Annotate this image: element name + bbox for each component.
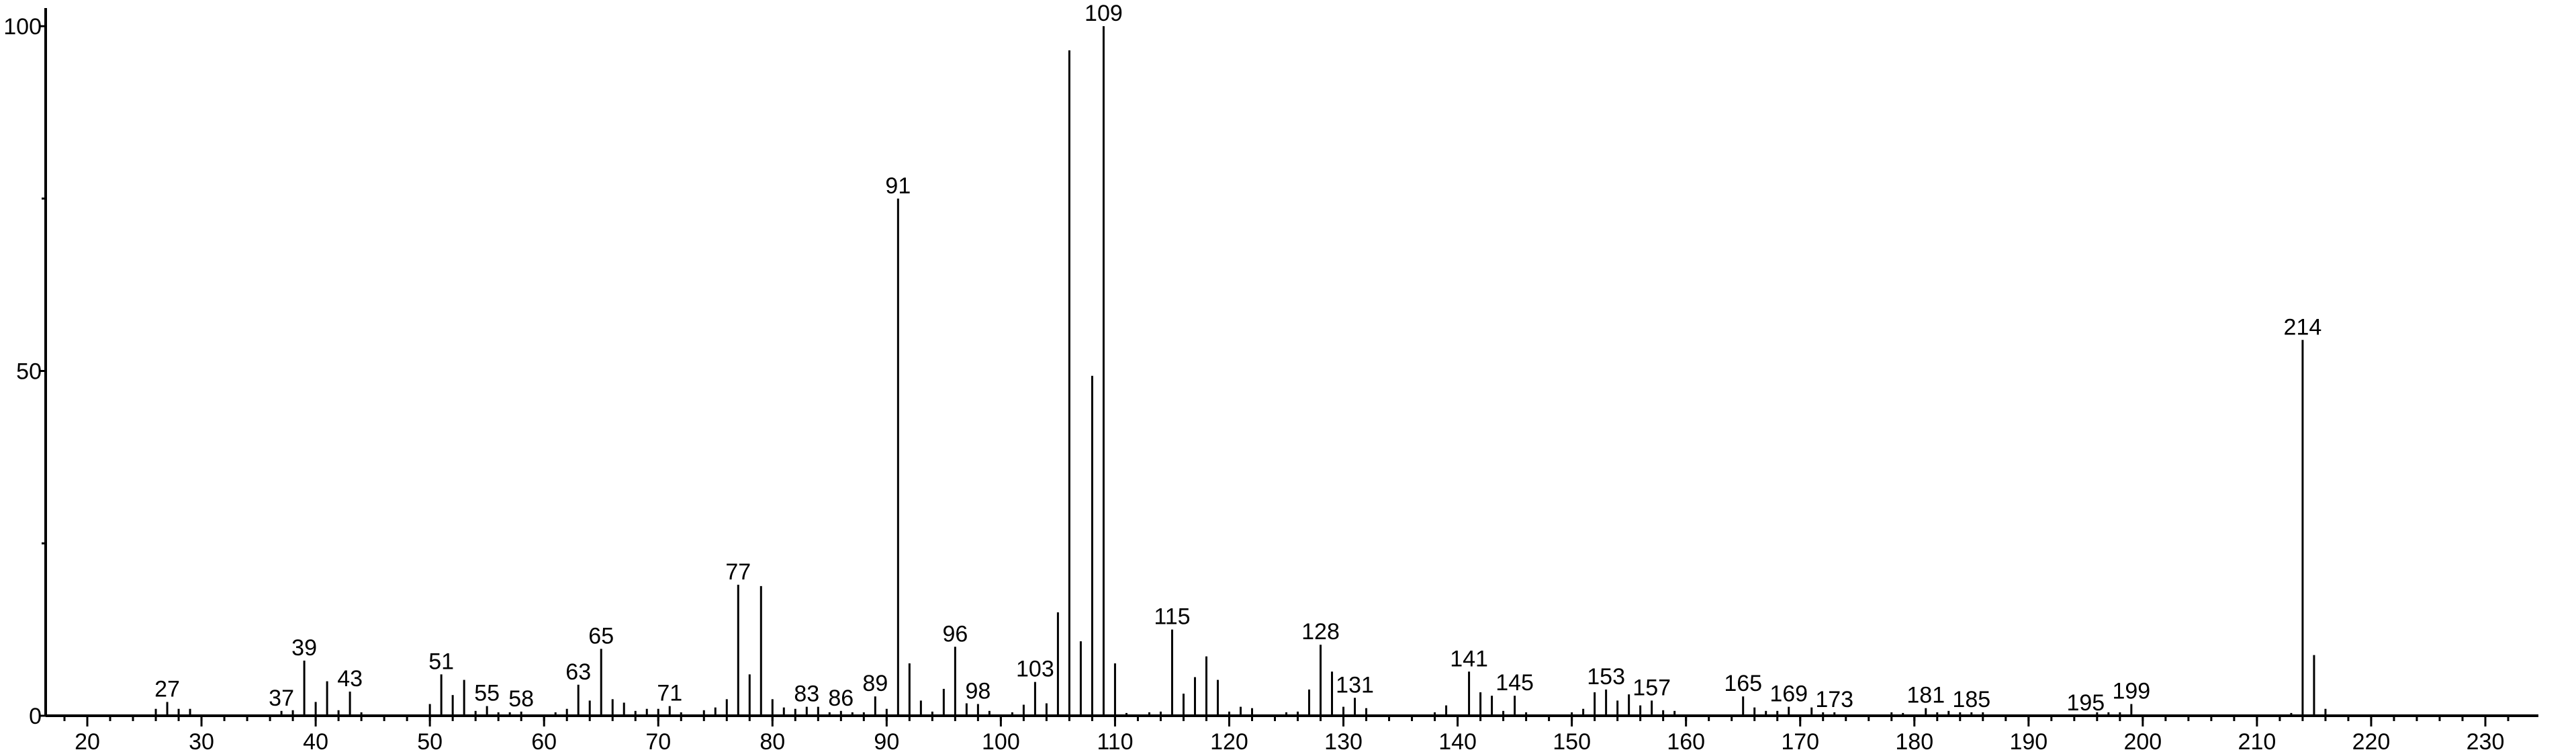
peak-label-199: 199 (2112, 679, 2150, 704)
peak-label-77: 77 (725, 559, 751, 585)
x-tick-label: 210 (2238, 729, 2276, 752)
peak-label-51: 51 (428, 649, 454, 674)
peak-label-173: 173 (1815, 687, 1853, 712)
peak-label-91: 91 (885, 173, 911, 199)
y-tick-label: 50 (16, 359, 42, 385)
peak-label-103: 103 (1016, 657, 1054, 682)
peak-label-37: 37 (269, 686, 294, 711)
x-tick-label: 200 (2123, 729, 2162, 752)
x-tick-label: 40 (303, 729, 328, 752)
x-tick-label: 20 (75, 729, 100, 752)
x-tick-label: 120 (1210, 729, 1248, 752)
peak-label-98: 98 (965, 679, 991, 704)
peak-label-145: 145 (1496, 670, 1534, 696)
peak-label-27: 27 (154, 676, 180, 702)
x-tick-label: 220 (2352, 729, 2391, 752)
x-tick-label: 130 (1324, 729, 1363, 752)
peak-label-169: 169 (1769, 682, 1808, 707)
peak-label-89: 89 (862, 671, 888, 696)
peak-label-43: 43 (337, 666, 363, 692)
peak-label-39: 39 (291, 635, 317, 661)
peak-label-128: 128 (1301, 619, 1340, 645)
x-tick-label: 80 (760, 729, 785, 752)
x-tick-label: 110 (1097, 729, 1133, 752)
x-tick-label: 70 (645, 729, 671, 752)
y-tick-label: 100 (3, 14, 42, 40)
peak-label-71: 71 (657, 681, 682, 706)
peak-label-83: 83 (794, 682, 819, 707)
peak-bars (154, 26, 2327, 716)
peak-label-55: 55 (474, 681, 500, 706)
y-tick-label: 0 (29, 704, 42, 729)
x-tick-label: 150 (1553, 729, 1591, 752)
x-tick-label: 100 (982, 729, 1020, 752)
peak-label-63: 63 (565, 659, 591, 685)
peak-label-165: 165 (1724, 671, 1762, 696)
peak-label-58: 58 (508, 686, 534, 712)
peak-label-86: 86 (828, 686, 854, 711)
peak-label-115: 115 (1154, 604, 1190, 630)
x-tick-label: 170 (1781, 729, 1819, 752)
x-tick-label: 190 (2009, 729, 2048, 752)
axes: 20 30 40 50 60 70 80 90 100 110 120 130 140 150 160 170… (3, 8, 2538, 752)
x-tick-label: 60 (531, 729, 557, 752)
x-tick-label: 180 (1895, 729, 1933, 752)
peak-label-141: 141 (1450, 646, 1488, 671)
x-tick-label: 30 (189, 729, 214, 752)
x-tick-label: 230 (2467, 729, 2505, 752)
peak-label-181: 181 (1906, 683, 1945, 708)
peak-label-195: 195 (2066, 690, 2105, 716)
peak-label-185: 185 (1952, 687, 1990, 712)
x-tick-label: 50 (417, 729, 443, 752)
peak-labels: 27 37 39 43 51 55 58 63 65 71 77 83 86 89 91 96 98 103 109… (154, 1, 2321, 716)
peak-label-131: 131 (1336, 672, 1374, 698)
peak-label-214: 214 (2284, 314, 2322, 340)
peak-label-65: 65 (588, 623, 614, 649)
peak-label-96: 96 (942, 621, 968, 647)
x-tick-label: 90 (874, 729, 899, 752)
x-tick-label: 160 (1667, 729, 1705, 752)
peak-label-157: 157 (1632, 675, 1671, 700)
peak-label-109: 109 (1085, 1, 1123, 26)
peak-label-153: 153 (1587, 664, 1625, 690)
x-tick-label: 140 (1438, 729, 1477, 752)
